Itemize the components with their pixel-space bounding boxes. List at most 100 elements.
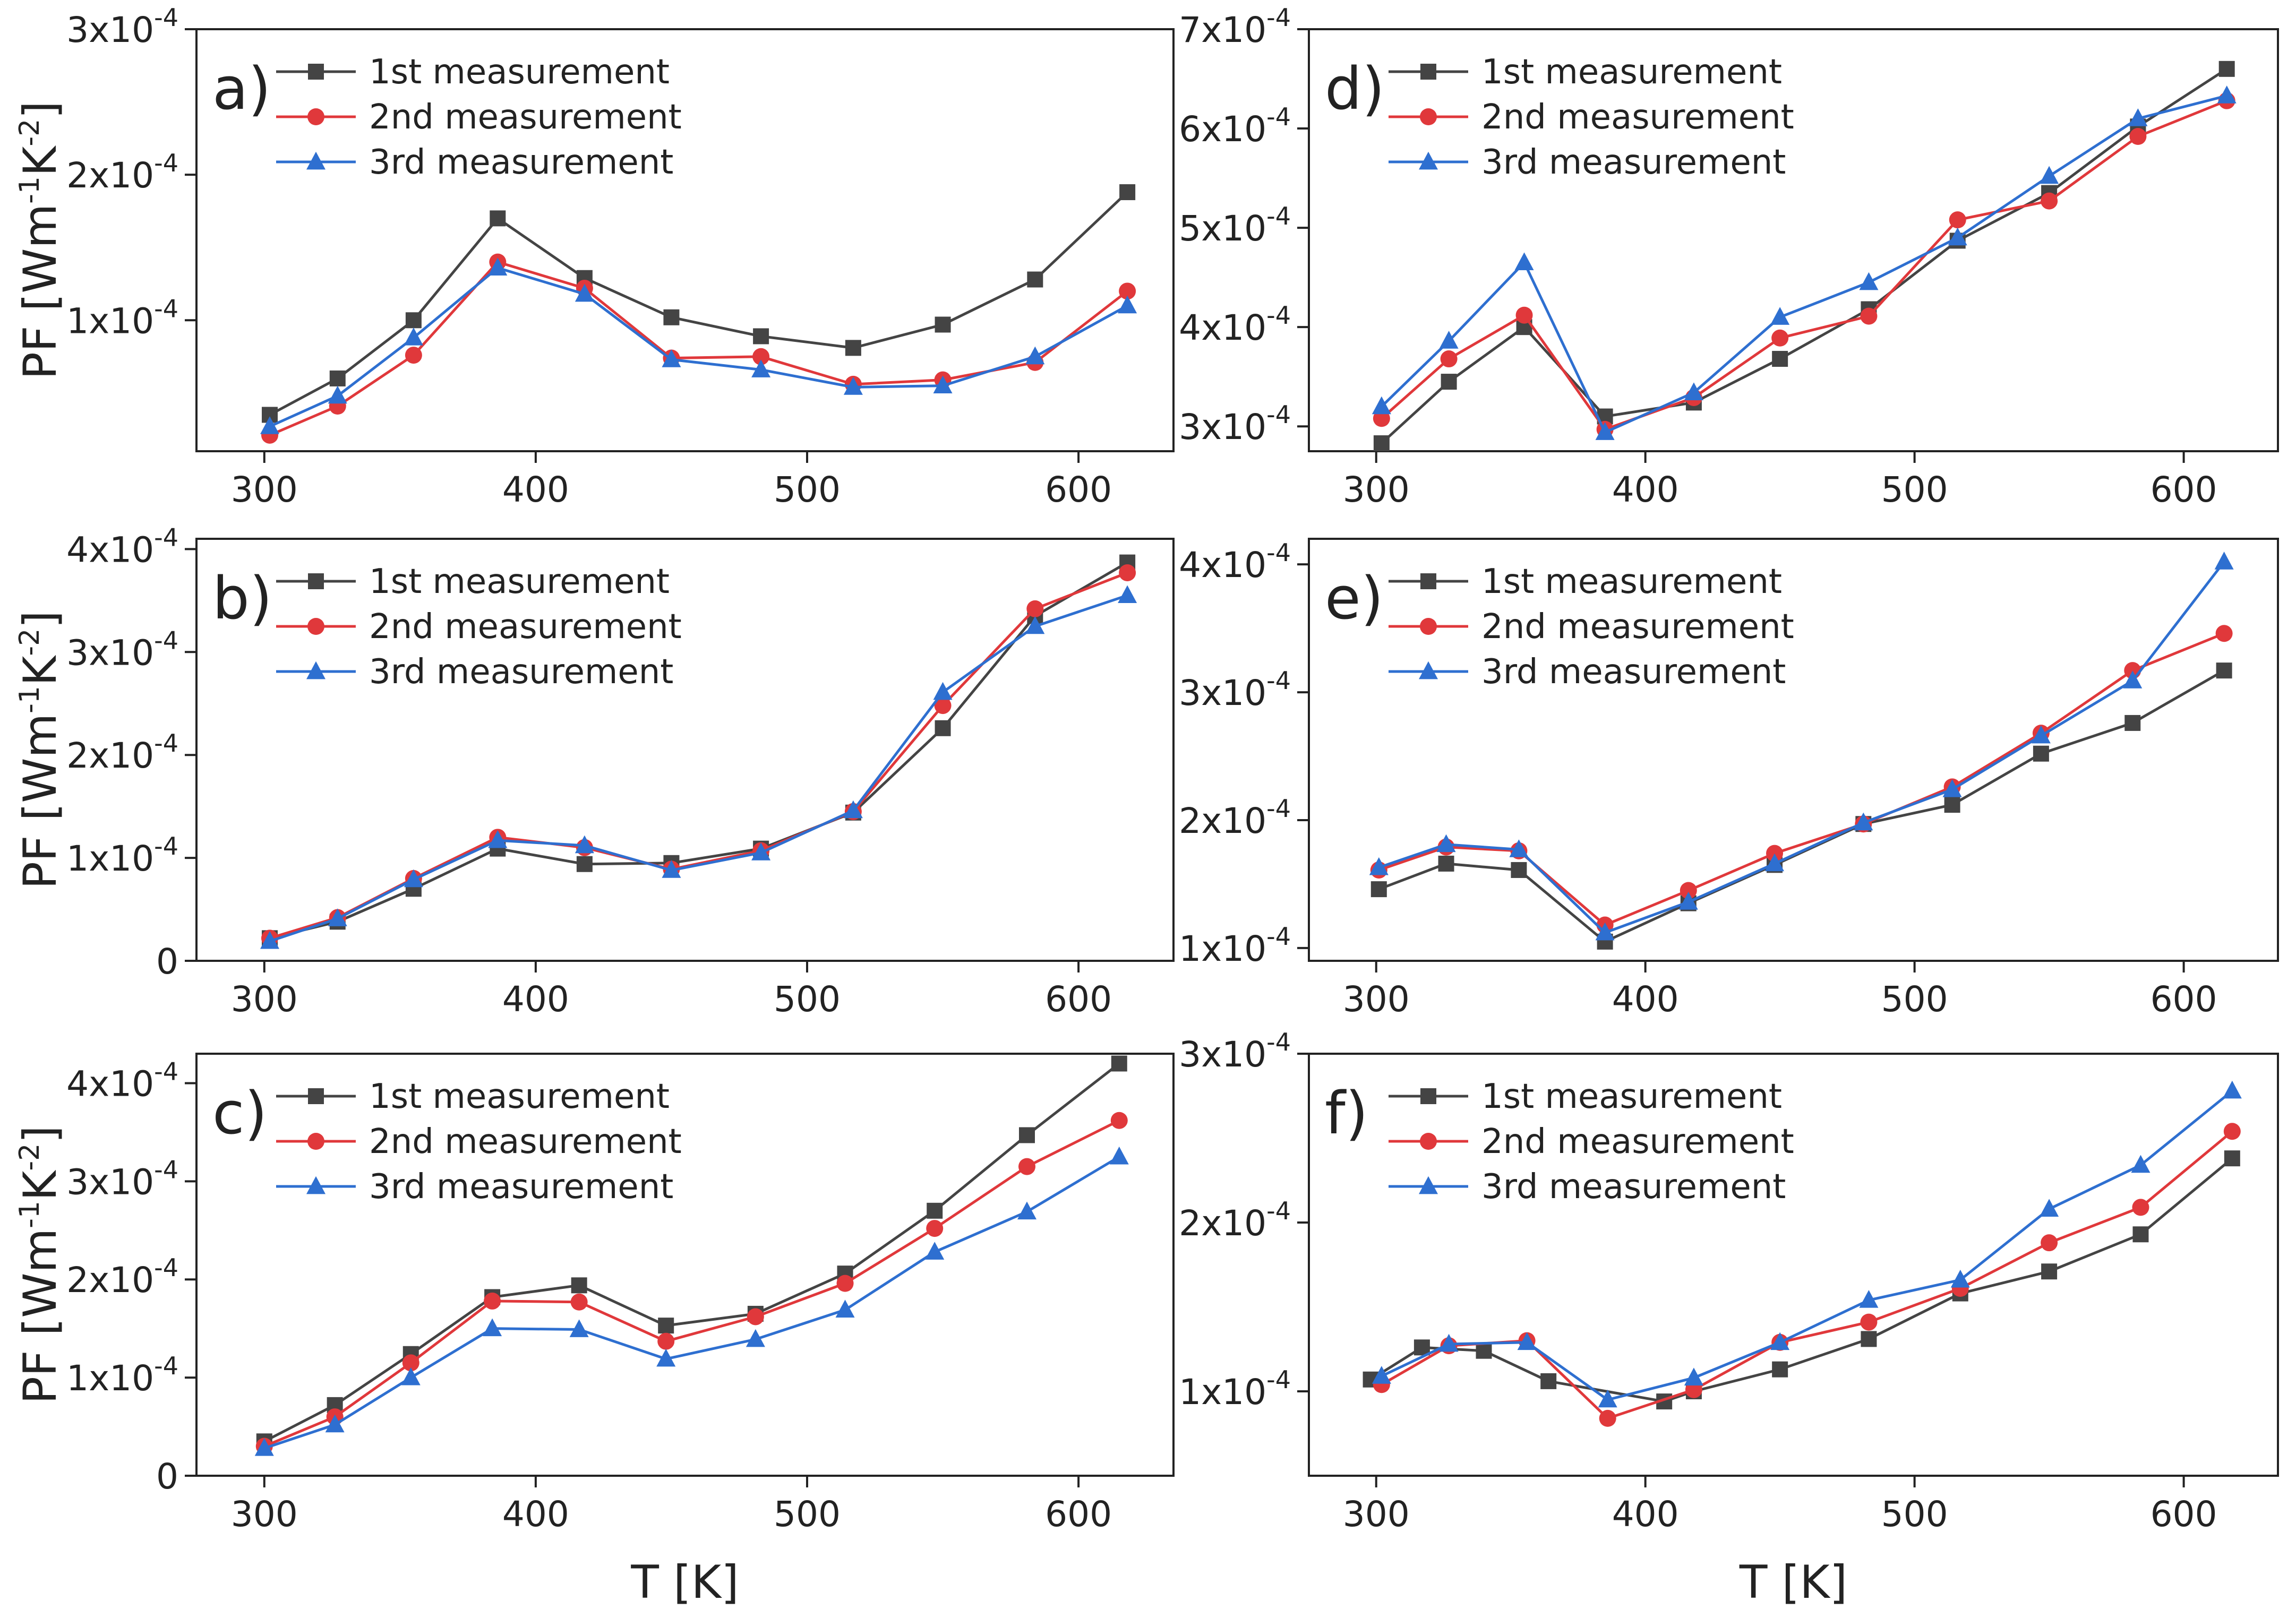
x-tick-label: 600 xyxy=(2151,469,2217,510)
y-tick-label-base: 2x10 xyxy=(66,1260,154,1301)
legend-marker xyxy=(307,618,324,635)
y-tick-label-exponent: -4 xyxy=(1266,1197,1291,1225)
legend-marker xyxy=(308,573,324,589)
data-point-1 xyxy=(1441,374,1457,390)
data-point-2 xyxy=(1110,1112,1128,1129)
x-tick-label: 400 xyxy=(1612,979,1679,1020)
data-point-1 xyxy=(1944,797,1960,813)
data-point-3 xyxy=(2123,670,2143,688)
panel-label: f) xyxy=(1325,1079,1368,1147)
data-point-3 xyxy=(2040,166,2059,184)
data-point-3 xyxy=(488,830,508,848)
data-point-3 xyxy=(1854,812,1873,831)
data-point-1 xyxy=(1027,271,1043,288)
y-tick-label-base: 1x10 xyxy=(1179,928,1266,969)
panel-label: e) xyxy=(1325,564,1384,632)
x-tick-label: 500 xyxy=(1881,469,1948,510)
data-point-3 xyxy=(325,1414,345,1433)
data-point-2 xyxy=(926,1220,944,1237)
data-point-3 xyxy=(1372,396,1391,415)
data-point-1 xyxy=(576,856,593,872)
y-axis-title-part: -2 xyxy=(14,119,46,147)
data-point-3 xyxy=(575,835,594,854)
legend-label: 1st measurement xyxy=(369,53,670,92)
data-point-3 xyxy=(2040,1199,2059,1217)
plot-frame xyxy=(195,28,1175,452)
data-point-1 xyxy=(329,370,346,386)
data-point-3 xyxy=(835,1299,855,1318)
legend-marker xyxy=(306,1176,325,1194)
x-tick-label: 600 xyxy=(2151,979,2217,1020)
y-axis-title: PF [Wm-1K-2] xyxy=(14,1125,67,1404)
y-axis-title-part: -2 xyxy=(14,1143,46,1171)
x-tick-label: 400 xyxy=(1612,469,1679,510)
data-point-3 xyxy=(1025,346,1045,365)
y-axis-title: PF [Wm-1K-2] xyxy=(14,610,67,889)
data-point-1 xyxy=(1370,881,1387,898)
data-point-3 xyxy=(1859,1290,1879,1308)
data-point-3 xyxy=(751,842,771,860)
y-tick-label-base: 3x10 xyxy=(66,10,154,50)
data-point-1 xyxy=(663,309,680,325)
y-tick-label: 2x10-4 xyxy=(1179,1197,1291,1244)
data-point-1 xyxy=(1438,855,1454,872)
data-point-3 xyxy=(751,359,771,377)
panel-label: b) xyxy=(212,564,272,632)
x-tick-label: 600 xyxy=(2151,1494,2217,1535)
data-point-1 xyxy=(658,1318,674,1334)
data-point-3 xyxy=(1439,1333,1459,1352)
data-point-3 xyxy=(328,908,347,926)
x-tick-label: 500 xyxy=(774,979,841,1020)
y-axis-title-part: PF [Wm xyxy=(14,1228,67,1404)
y-tick-label: 3x10-4 xyxy=(1179,1028,1291,1075)
data-point-1 xyxy=(935,316,951,333)
y-tick-label-exponent: -4 xyxy=(154,149,178,177)
y-tick-label-exponent: -4 xyxy=(154,1253,178,1282)
y-tick-label-exponent: -4 xyxy=(1266,102,1291,131)
data-point-3 xyxy=(1948,227,1967,246)
legend-marker xyxy=(1419,151,1438,170)
y-tick-label-base: 0 xyxy=(156,1456,178,1497)
y-axis-title: PF [Wm-1K-2] xyxy=(14,101,67,380)
plot-frame xyxy=(195,1053,1175,1477)
data-point-1 xyxy=(935,720,951,736)
legend-marker xyxy=(1419,661,1438,679)
y-tick-label-base: 4x10 xyxy=(66,1063,154,1104)
data-point-3 xyxy=(1770,1332,1790,1350)
y-tick-label-exponent: -4 xyxy=(1266,301,1291,330)
y-tick-label-exponent: -4 xyxy=(154,1155,178,1184)
data-point-2 xyxy=(1440,350,1458,368)
y-tick-label-exponent: -4 xyxy=(154,294,178,323)
y-tick-label-base: 3x10 xyxy=(1179,407,1266,447)
data-point-3 xyxy=(1859,272,1879,290)
x-tick-label: 400 xyxy=(502,469,569,510)
data-point-3 xyxy=(254,1438,274,1456)
y-tick-label: 4x10-4 xyxy=(66,1057,178,1104)
chart-panel-d: 300 400 500 6003x10-44x10-45x10-46x10-47x10… xyxy=(1179,3,2279,510)
data-point-2 xyxy=(1515,306,1533,324)
data-point-3 xyxy=(1017,1201,1036,1220)
data-point-2 xyxy=(752,348,770,365)
legend-label: 2nd measurement xyxy=(1481,1122,1794,1161)
data-point-2 xyxy=(1599,1409,1616,1427)
legend-label: 1st measurement xyxy=(369,1077,670,1116)
legend-label: 2nd measurement xyxy=(369,1122,682,1161)
data-point-1 xyxy=(405,312,422,329)
data-point-2 xyxy=(2132,1199,2149,1216)
x-tick-label: 600 xyxy=(1045,1494,1112,1535)
data-point-3 xyxy=(1436,834,1456,853)
data-point-1 xyxy=(2216,662,2232,679)
y-tick-label: 1x10-4 xyxy=(1179,1365,1291,1413)
y-tick-label-base: 1x10 xyxy=(66,838,154,879)
y-tick-label-exponent: -4 xyxy=(1266,666,1291,695)
legend-marker xyxy=(308,1088,324,1104)
data-point-1 xyxy=(2124,715,2141,731)
data-point-3 xyxy=(328,385,347,404)
series-line-1 xyxy=(1378,669,2225,943)
y-tick-label: 0 xyxy=(156,1456,178,1497)
data-point-3 xyxy=(2031,725,2051,744)
data-point-1 xyxy=(1772,1361,1788,1378)
data-point-3 xyxy=(1118,295,1137,314)
